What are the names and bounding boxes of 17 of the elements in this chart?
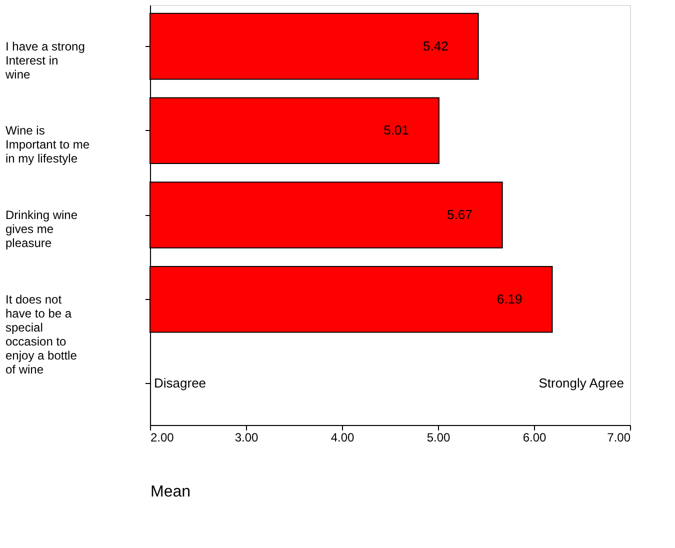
y-tick-label: I have a strong Interest in wine [4,39,85,82]
data-label: 5.42 [423,38,448,54]
x-tick-label: 2.00 [150,430,174,444]
y-tick-label: It does not have to be a special occasion to enjoy a bottle of wine [6,292,78,376]
x-tick-label: 6.00 [522,430,546,444]
annotation: Strongly Agree [538,376,624,391]
annotation: Disagree [154,376,206,391]
x-tick-label: 5.00 [426,430,450,444]
x-tick-label: 4.00 [330,430,354,444]
x-tick-label: 7.00 [607,430,631,444]
data-label: 5.67 [447,207,472,222]
x-tick-label: 3.00 [234,430,258,444]
data-label: 6.19 [496,291,522,306]
y-tick-label: Drinking wine gives me pleasure [6,208,78,250]
y-tick-label: Wine is Important to me in my lifestyle [6,124,90,166]
data-label: 5.01 [384,122,409,138]
x-axis-title: Mean [150,484,191,500]
